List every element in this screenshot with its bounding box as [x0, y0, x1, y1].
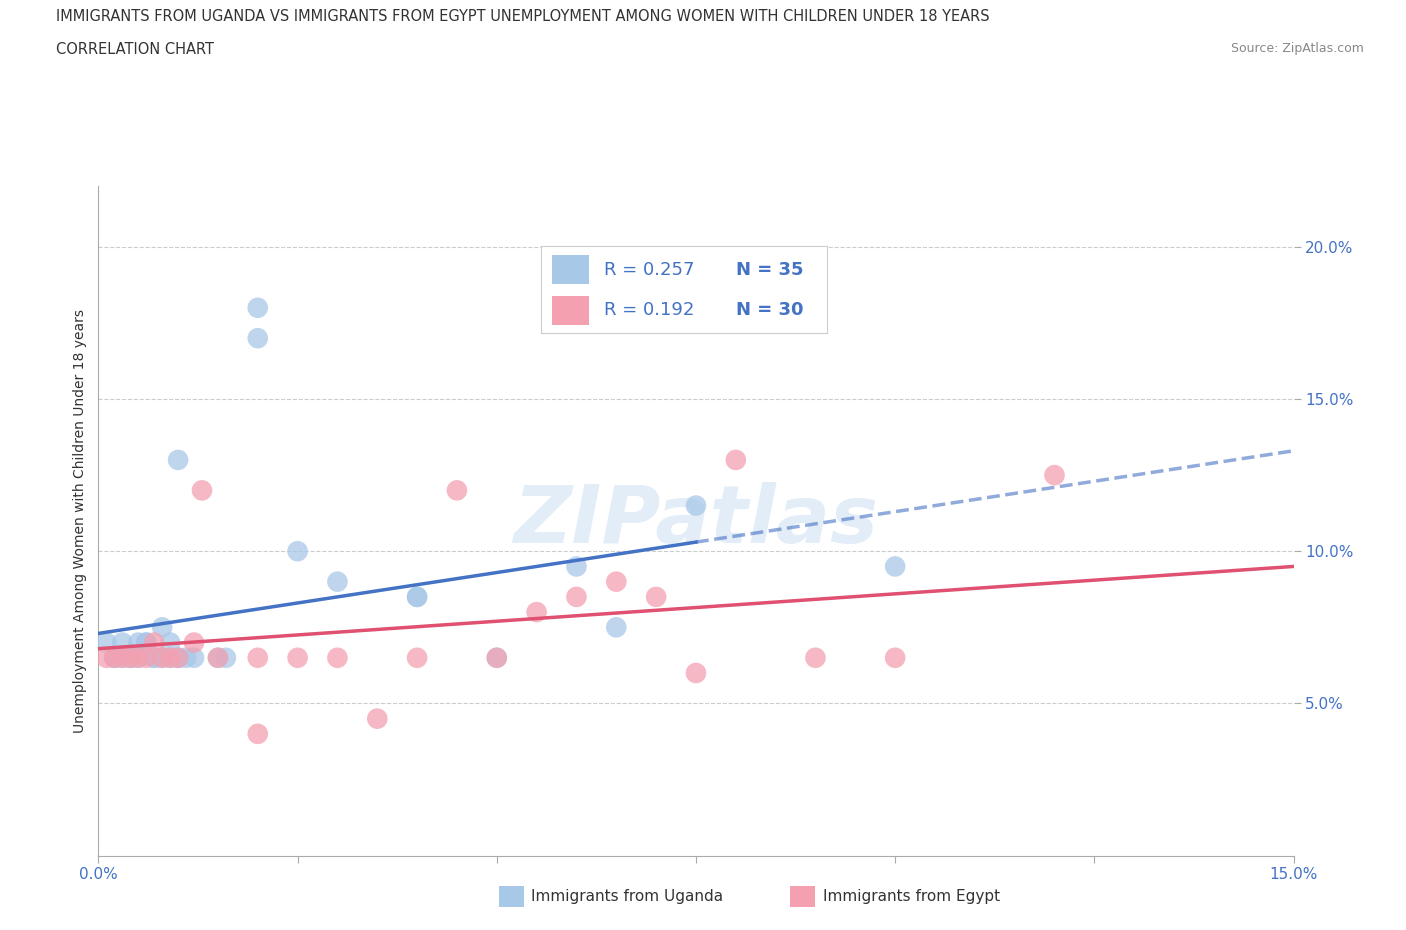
Point	[159, 635, 181, 650]
Point	[605, 620, 627, 635]
Point	[135, 635, 157, 650]
Point	[135, 635, 157, 650]
Point	[287, 650, 309, 665]
Point	[159, 650, 181, 665]
Point	[406, 590, 429, 604]
Text: Immigrants from Uganda: Immigrants from Uganda	[531, 889, 724, 904]
Point	[191, 483, 214, 498]
Point	[120, 650, 142, 665]
Point	[605, 574, 627, 589]
Point	[103, 650, 125, 665]
Point	[685, 498, 707, 513]
Point	[167, 650, 190, 665]
Point	[1043, 468, 1066, 483]
Y-axis label: Unemployment Among Women with Children Under 18 years: Unemployment Among Women with Children U…	[73, 309, 87, 733]
Point	[150, 650, 173, 665]
Point	[143, 650, 166, 665]
Point	[143, 635, 166, 650]
Point	[246, 726, 269, 741]
Point	[174, 650, 197, 665]
Point	[207, 650, 229, 665]
Point	[150, 620, 173, 635]
Point	[685, 666, 707, 681]
Point	[246, 650, 269, 665]
Point	[167, 650, 190, 665]
Point	[159, 650, 181, 665]
Point	[96, 635, 118, 650]
Point	[150, 650, 173, 665]
Text: IMMIGRANTS FROM UGANDA VS IMMIGRANTS FROM EGYPT UNEMPLOYMENT AMONG WOMEN WITH CH: IMMIGRANTS FROM UGANDA VS IMMIGRANTS FRO…	[56, 9, 990, 24]
Point	[167, 453, 190, 468]
Point	[215, 650, 238, 665]
Point	[143, 650, 166, 665]
Point	[135, 650, 157, 665]
Point	[406, 650, 429, 665]
Point	[526, 604, 548, 619]
Point	[103, 650, 125, 665]
Point	[111, 650, 134, 665]
Point	[96, 650, 118, 665]
Point	[645, 590, 668, 604]
Text: Source: ZipAtlas.com: Source: ZipAtlas.com	[1230, 42, 1364, 55]
Point	[366, 711, 388, 726]
Point	[446, 483, 468, 498]
Point	[127, 635, 149, 650]
Point	[183, 650, 205, 665]
Point	[724, 453, 747, 468]
Point	[127, 650, 149, 665]
Point	[127, 650, 149, 665]
Point	[565, 559, 588, 574]
Point	[287, 544, 309, 559]
Point	[884, 650, 907, 665]
Point	[111, 635, 134, 650]
Point	[326, 650, 349, 665]
Text: CORRELATION CHART: CORRELATION CHART	[56, 42, 214, 57]
Point	[406, 590, 429, 604]
Text: ZIPatlas: ZIPatlas	[513, 482, 879, 560]
Point	[207, 650, 229, 665]
Point	[326, 574, 349, 589]
Point	[884, 559, 907, 574]
Point	[120, 650, 142, 665]
Point	[167, 650, 190, 665]
Point	[111, 650, 134, 665]
Point	[103, 650, 125, 665]
Point	[183, 635, 205, 650]
Text: Immigrants from Egypt: Immigrants from Egypt	[823, 889, 1000, 904]
Point	[485, 650, 508, 665]
Point	[485, 650, 508, 665]
Point	[246, 331, 269, 346]
Point	[246, 300, 269, 315]
Point	[565, 590, 588, 604]
Point	[120, 650, 142, 665]
Point	[804, 650, 827, 665]
